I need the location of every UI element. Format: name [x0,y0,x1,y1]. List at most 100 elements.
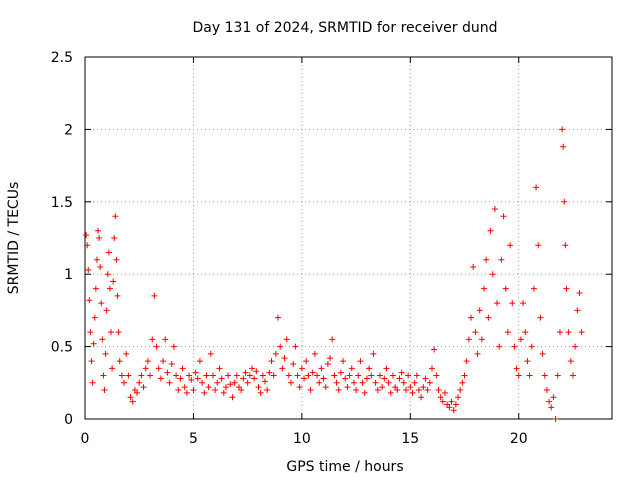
data-point [485,314,492,321]
data-point [548,404,555,411]
data-point [179,365,186,372]
data-point [140,384,147,391]
y-tick-label: 1 [64,267,73,283]
data-point [459,379,466,386]
data-point [496,343,503,350]
data-point [428,365,435,372]
data-point [251,375,258,382]
data-point [214,379,221,386]
y-axis-label: SRMTID / TECUs [6,182,22,295]
data-point [344,384,351,391]
data-point [196,358,203,365]
data-point [144,358,151,365]
data-point [504,329,511,336]
data-point [539,350,546,357]
data-point [89,379,96,386]
data-point [418,394,425,401]
data-point [431,346,438,353]
data-point [567,358,574,365]
data-point [333,379,340,386]
data-point [387,389,394,396]
data-point [307,387,314,394]
data-point [283,336,290,343]
data-point [103,307,110,314]
data-point [105,249,112,256]
data-point [88,358,95,365]
data-point [411,379,418,386]
data-point [186,372,193,379]
plot-frame [84,56,613,420]
grid-lines [85,57,612,419]
data-point [279,365,286,372]
data-point [188,376,195,383]
data-point [183,389,190,396]
chart-title: Day 131 of 2024, SRMTID for receiver dun… [193,20,498,36]
data-point [136,379,143,386]
data-point [452,401,459,408]
data-point [400,379,407,386]
data-point [370,350,377,357]
data-point [115,329,122,336]
data-point [311,350,318,357]
data-point [116,358,123,365]
data-point [201,389,208,396]
data-point [316,379,323,386]
data-point [168,360,175,367]
data-point [528,343,535,350]
data-point [335,387,342,394]
data-point [415,387,422,394]
data-point [437,394,444,401]
data-point [355,372,362,379]
data-point [85,266,92,273]
x-tick-label: 0 [81,431,90,447]
data-point [509,300,516,307]
data-point [112,213,119,220]
tick-labels: 0 5 10 15 20 0 0.5 1 1.5 2 2.5 [51,50,528,447]
data-point [301,375,308,382]
y-tick-label: 0.5 [51,340,73,356]
data-point [83,232,90,239]
data-point [366,365,373,372]
data-point [216,365,223,372]
data-point [472,329,479,336]
data-point [240,375,247,382]
data-point [160,358,167,365]
data-point [530,285,537,292]
data-point [372,379,379,386]
data-point [147,372,154,379]
data-point [123,350,130,357]
data-point [535,242,542,249]
data-point [515,372,522,379]
data-point [207,350,214,357]
data-point [84,242,91,249]
data-point [569,372,576,379]
data-point [162,336,169,343]
data-point [275,314,282,321]
data-point [533,184,540,191]
axis-ticks [84,56,612,420]
data-point [409,389,416,396]
data-point [93,256,100,263]
data-point [376,372,383,379]
data-point [324,360,331,367]
data-point [502,285,509,292]
data-point [268,358,275,365]
data-point [227,381,234,388]
data-point [389,372,396,379]
data-point [149,336,156,343]
data-point [461,372,468,379]
data-point [153,343,160,350]
data-point [572,343,579,350]
data-point [574,307,581,314]
data-point [522,329,529,336]
data-point [104,271,111,278]
data-point [134,389,141,396]
data-point [385,379,392,386]
data-point [255,384,262,391]
data-point [491,206,498,213]
data-point [229,394,236,401]
data-point [95,227,102,234]
data-point [487,227,494,234]
data-point [125,372,132,379]
